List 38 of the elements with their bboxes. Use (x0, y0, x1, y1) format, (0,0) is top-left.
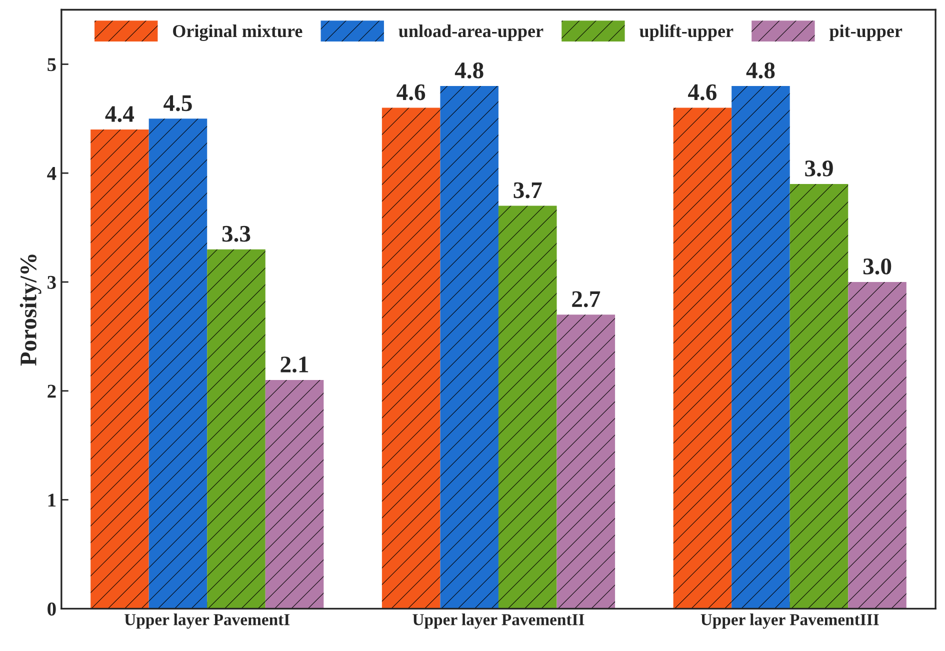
data-label: 4.6 (396, 84, 426, 100)
bar (732, 86, 790, 609)
legend-label: pit-upper (829, 24, 902, 41)
bar (207, 249, 266, 609)
y-tick-label: 5 (48, 58, 56, 72)
bar (382, 108, 440, 609)
bar (556, 314, 616, 609)
bar (848, 282, 906, 609)
data-label: 4.8 (746, 62, 775, 79)
bar (790, 184, 848, 609)
bar (265, 380, 324, 609)
bar (148, 118, 208, 609)
data-label: 3.9 (805, 160, 833, 177)
data-label: 3.3 (222, 226, 250, 242)
y-axis-title: Porosity/% (20, 254, 42, 366)
data-label: 4.4 (105, 106, 134, 122)
y-tick-label: 1 (48, 494, 56, 507)
legend-label: unload-area-upper (398, 24, 544, 41)
bar (90, 130, 149, 609)
x-tick-label: Upper layer PavementII (412, 614, 584, 629)
data-label: 3.0 (863, 258, 892, 275)
legend-label: Original mixture (173, 24, 302, 42)
bar (673, 108, 732, 609)
bar (440, 86, 498, 609)
data-label: 4.5 (164, 95, 192, 112)
y-tick-label: 3 (48, 276, 56, 289)
data-label: 4.6 (688, 84, 717, 100)
data-label: 2.7 (572, 291, 600, 308)
y-tick-label: 2 (48, 384, 56, 398)
data-label: 3.7 (514, 182, 542, 198)
data-label: 2.1 (280, 356, 308, 373)
data-label: 4.8 (454, 62, 484, 79)
bar (498, 206, 557, 609)
y-tick-label: 4 (47, 167, 56, 180)
x-tick-label: Upper layer PavementIII (700, 614, 879, 629)
legend-label: uplift-upper (640, 24, 734, 41)
x-tick-label: Upper layer PavementI (124, 614, 290, 629)
y-tick-label: 0 (48, 602, 56, 616)
